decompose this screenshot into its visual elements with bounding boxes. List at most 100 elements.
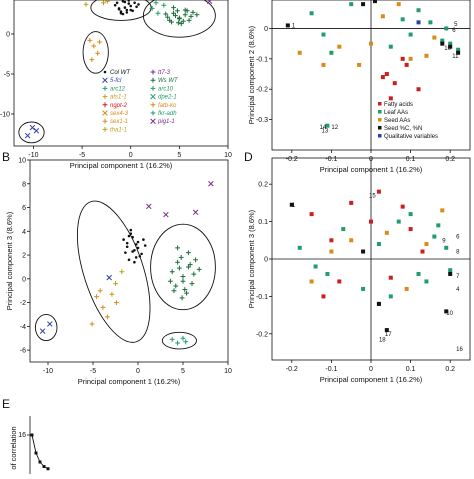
data-point <box>321 62 326 67</box>
data-point <box>376 189 381 194</box>
series-5-fcl <box>24 124 40 139</box>
plot-frame <box>13 0 229 147</box>
x-tick-label: 0.1 <box>406 366 416 373</box>
series-seed-c-n <box>289 202 453 333</box>
point-label: 10 <box>446 311 453 317</box>
legend-marker <box>150 93 156 100</box>
data-point <box>448 271 453 276</box>
data-point <box>444 26 449 31</box>
data-point <box>440 38 445 43</box>
group-ellipse <box>82 31 109 74</box>
data-point <box>38 460 42 464</box>
data-point <box>131 250 134 253</box>
series-arc10 <box>169 335 189 346</box>
y-tick-label: 0 <box>22 276 26 283</box>
legend-label: tha1-1 <box>110 127 127 133</box>
panel-label-b: B <box>2 150 10 164</box>
legend-label: pig1-1 <box>157 119 175 125</box>
data-point <box>168 278 173 284</box>
x-tick-label: -5 <box>90 368 96 375</box>
y-axis-label: Principal component 2 (8.6%) <box>247 25 256 124</box>
data-point <box>341 227 346 232</box>
data-point <box>178 255 184 260</box>
legend-marker <box>102 77 108 83</box>
data-point <box>388 275 393 280</box>
legend-label: ats1-1 <box>110 95 127 101</box>
data-point <box>297 50 302 55</box>
data-point <box>416 87 421 92</box>
y-tick-label: 0 <box>6 32 10 39</box>
legend-swatch <box>378 126 382 130</box>
series-seed-aas <box>297 2 437 67</box>
series-qualitative-variables <box>416 20 421 25</box>
legend-marker <box>102 118 108 124</box>
y-tick-label: 2 <box>22 253 26 260</box>
data-point <box>131 9 134 13</box>
data-point <box>167 18 173 23</box>
data-point <box>428 20 433 25</box>
data-point <box>121 12 125 16</box>
data-point <box>444 245 449 250</box>
legend-marker <box>102 127 108 132</box>
data-point <box>436 223 441 228</box>
data-point <box>42 465 46 468</box>
data-point <box>89 57 95 62</box>
data-point <box>182 287 188 292</box>
data-point <box>155 10 161 16</box>
data-point <box>337 44 342 49</box>
legend-label: ngpt-2 <box>110 103 128 109</box>
y-tick-label: -10 <box>0 112 10 119</box>
data-point <box>384 230 389 235</box>
data-point <box>416 271 421 276</box>
data-point <box>89 321 95 327</box>
legend-label: sex4-3 <box>110 111 129 117</box>
x-tick-label: 10 <box>224 368 232 375</box>
data-point <box>369 41 373 46</box>
data-point <box>95 50 101 56</box>
data-point <box>193 257 198 263</box>
group-ellipse <box>18 121 45 144</box>
legend-label: Seed AAs <box>384 118 410 124</box>
data-point <box>337 279 342 284</box>
data-point <box>404 286 409 291</box>
point-label: 11 <box>452 54 459 60</box>
data-point <box>349 200 354 205</box>
series-fatty-acids <box>309 189 425 299</box>
data-point <box>165 14 171 20</box>
data-point <box>175 245 180 251</box>
series-purple-lines <box>206 0 213 4</box>
data-point <box>309 279 314 284</box>
point-label: 18 <box>379 337 386 343</box>
x-tick-label: -10 <box>28 152 38 159</box>
data-point <box>169 269 175 275</box>
x-axis-label: Principal component 1 (16.2%) <box>320 375 423 384</box>
data-point <box>408 56 413 61</box>
legend-marker <box>102 102 108 108</box>
y-tick-label: 0.1 <box>258 219 268 226</box>
data-point <box>47 321 53 327</box>
data-point <box>29 124 36 131</box>
series-line <box>31 434 49 470</box>
point-label: 13 <box>322 128 329 134</box>
data-point <box>171 5 176 10</box>
data-point <box>380 14 385 19</box>
data-point <box>97 39 102 45</box>
panel-d: -0.2 -0.1 0 0.1 0.2 -0.2 -0.1 0 0.1 0.2 Principal … <box>247 157 471 384</box>
y-tick-label: -0.1 <box>256 56 268 63</box>
legend-label: Ws WT <box>158 78 179 84</box>
legend-marker <box>102 94 108 99</box>
data-point <box>313 264 318 269</box>
point-label: 6 <box>456 235 460 241</box>
data-point <box>388 44 393 49</box>
panel-label-d: D <box>244 150 253 164</box>
data-point <box>187 262 193 267</box>
data-point <box>196 266 202 272</box>
data-point <box>127 258 131 262</box>
data-point <box>448 44 453 49</box>
x-tick-label: 5 <box>177 152 181 159</box>
group-ellipse <box>161 331 197 350</box>
data-point <box>109 291 115 297</box>
data-point <box>325 123 330 128</box>
